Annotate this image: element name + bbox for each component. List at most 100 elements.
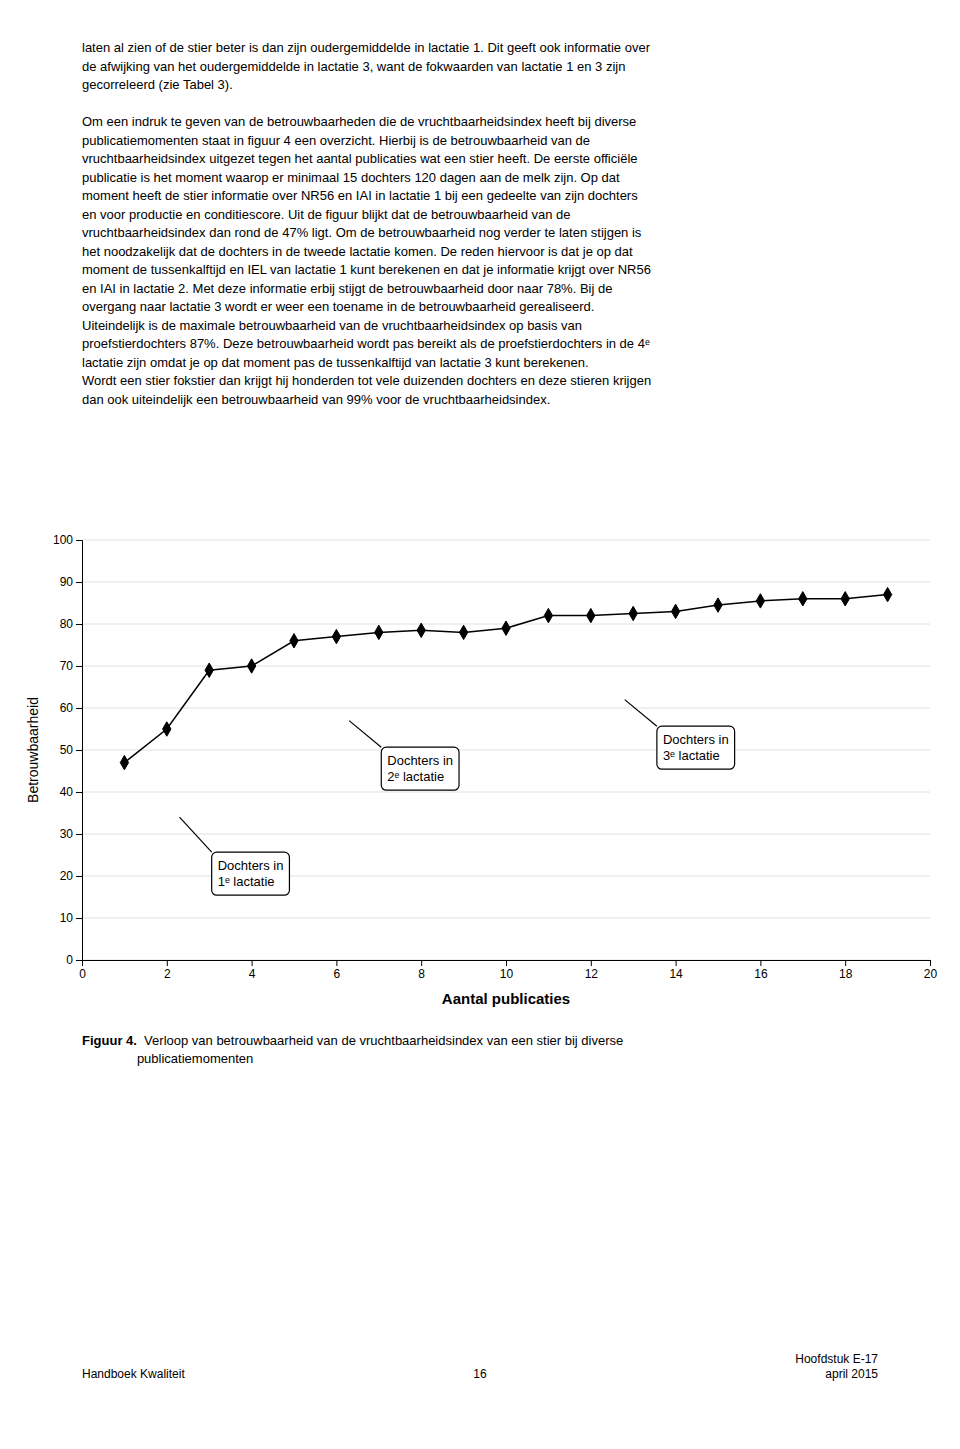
annotation: Dochters in3ᵉ lactatie — [625, 700, 735, 770]
annotation-box — [381, 747, 459, 790]
y-tick-mark — [76, 918, 82, 919]
x-tick: 6 — [334, 960, 341, 981]
data-point — [332, 629, 340, 643]
x-tick-label: 12 — [585, 967, 599, 981]
grid-line — [82, 540, 930, 541]
body-text: moment heeft de stier informatie over NR… — [82, 188, 638, 203]
annotation-connector — [625, 700, 657, 727]
body-text: en IAI in lactatie 2. Met deze informati… — [82, 281, 612, 296]
data-point — [163, 722, 171, 736]
text-line: publicatiemomenten — [137, 1051, 253, 1066]
annotation-text: Dochters in1ᵉ lactatie — [218, 858, 284, 889]
body-text: dan ook uiteindelijk een betrouwbaarheid… — [82, 392, 550, 407]
y-tick: 70 — [60, 659, 82, 673]
body-text: Om een indruk te geven van de betrouwbaa… — [82, 114, 636, 129]
annotation-text: Dochters in2ᵉ lactatie — [387, 753, 453, 784]
x-tick: 20 — [924, 960, 938, 981]
y-tick: 30 — [60, 827, 82, 841]
y-tick-mark — [76, 834, 82, 835]
body-text: gecorreleerd (zie Tabel 3). — [82, 77, 233, 92]
annotation-connector — [349, 721, 381, 748]
y-tick-label: 100 — [53, 533, 73, 547]
x-tick: 8 — [418, 960, 425, 981]
data-point — [417, 623, 425, 637]
x-tick-label: 8 — [418, 967, 425, 981]
x-tick-mark — [167, 960, 168, 966]
annotation: Dochters in1ᵉ lactatie — [180, 817, 290, 895]
x-tick: 4 — [249, 960, 256, 981]
y-tick: 60 — [60, 701, 82, 715]
x-tick-mark — [845, 960, 846, 966]
y-tick: 40 — [60, 785, 82, 799]
y-tick-mark — [76, 960, 82, 961]
x-tick-label: 20 — [924, 967, 938, 981]
x-tick-label: 6 — [334, 967, 341, 981]
plot-area — [120, 587, 892, 769]
y-tick: 90 — [60, 575, 82, 589]
footer-center: 16 — [473, 1367, 487, 1381]
y-tick-mark — [76, 708, 82, 709]
grid-line — [82, 792, 930, 793]
x-tick-label: 16 — [754, 967, 768, 981]
body-text: publicatiemomenten staat in figuur 4 een… — [82, 133, 590, 148]
body-text: moment de tussenkalftijd en IEL van lact… — [82, 262, 651, 277]
annotation-connector — [180, 817, 212, 852]
x-axis-title: Aantal publicaties — [442, 990, 570, 1007]
data-point — [205, 663, 213, 677]
text-line: 3ᵉ lactatie — [663, 748, 720, 763]
body-text: laten al zien of de stier beter is dan z… — [82, 40, 651, 55]
text-line: Dochters in — [387, 753, 453, 768]
data-point — [671, 604, 679, 618]
y-tick: 20 — [60, 869, 82, 883]
y-tick-mark — [76, 624, 82, 625]
x-tick: 0 — [79, 960, 86, 981]
y-tick-label: 30 — [60, 827, 74, 841]
y-tick-label: 60 — [60, 701, 74, 715]
y-tick-label: 80 — [60, 617, 74, 631]
y-tick-label: 90 — [60, 575, 74, 589]
x-tick-label: 2 — [164, 967, 171, 981]
body-text: publicatie is het moment waarop er minim… — [82, 170, 620, 185]
body-text: vruchtbaarheidsindex dan rond de 47% lig… — [82, 225, 642, 240]
y-axis: 0102030405060708090100 — [53, 533, 83, 967]
footer-right: Hoofdstuk E-17april 2015 — [795, 1352, 878, 1381]
annotation-box — [657, 726, 735, 769]
data-point — [841, 592, 849, 606]
data-point — [290, 634, 298, 648]
data-point — [587, 608, 595, 622]
y-tick-mark — [76, 582, 82, 583]
x-tick-label: 10 — [500, 967, 514, 981]
x-tick-mark — [252, 960, 253, 966]
y-tick-mark — [76, 750, 82, 751]
data-point — [714, 598, 722, 612]
y-tick-mark — [76, 540, 82, 541]
y-tick-label: 70 — [60, 659, 74, 673]
body-text: Uiteindelijk is de maximale betrouwbaarh… — [82, 318, 582, 333]
x-tick-mark — [591, 960, 592, 966]
y-tick: 100 — [53, 533, 82, 547]
x-tick-mark — [336, 960, 337, 966]
grid — [82, 540, 930, 960]
text-line: Dochters in — [218, 858, 284, 873]
x-tick-label: 14 — [669, 967, 683, 981]
y-axis-title: Betrouwbaarheid — [25, 697, 41, 803]
caption-label: Figuur 4. — [82, 1033, 137, 1048]
text-line: Dochters in — [663, 732, 729, 747]
y-tick-label: 20 — [60, 869, 74, 883]
data-point — [629, 606, 637, 620]
text-line: 2ᵉ lactatie — [387, 769, 444, 784]
grid-line — [82, 582, 930, 583]
y-tick: 0 — [66, 953, 82, 967]
y-tick-label: 10 — [60, 911, 74, 925]
data-point — [756, 594, 764, 608]
x-axis: 0 2 4 6 8 10 12 14 16 18 20 — [79, 960, 937, 981]
annotation-box — [212, 852, 290, 895]
annotations: Dochters in1ᵉ lactatieDochters in2ᵉ lact… — [180, 700, 735, 896]
data-point — [459, 625, 467, 639]
x-tick-mark — [506, 960, 507, 966]
y-tick-mark — [76, 792, 82, 793]
x-tick-label: 0 — [79, 967, 86, 981]
x-tick-mark — [760, 960, 761, 966]
y-tick: 10 — [60, 911, 82, 925]
x-tick: 18 — [839, 960, 853, 981]
